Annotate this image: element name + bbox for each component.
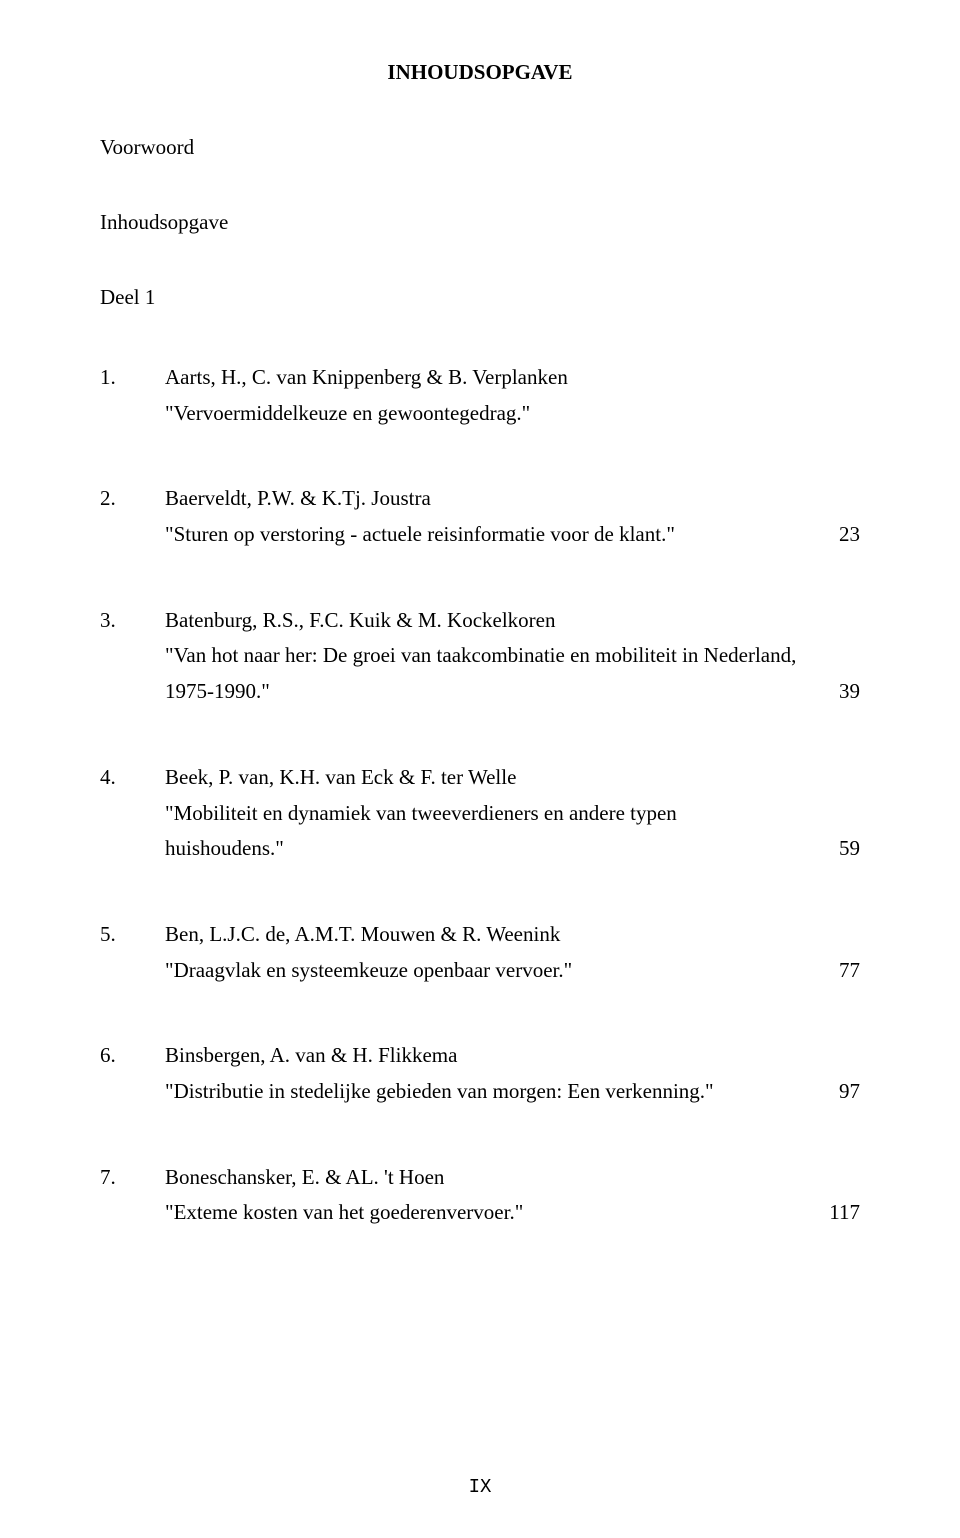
entry-number: 4.	[100, 760, 165, 867]
entry-paper: "Exteme kosten van het goederenvervoer."	[165, 1200, 523, 1224]
preface-label: Voorwoord	[100, 135, 860, 160]
entry-number: 6.	[100, 1038, 165, 1109]
page-number: IX	[0, 1476, 960, 1498]
part-label: Deel 1	[100, 285, 860, 310]
entry-authors: Batenburg, R.S., F.C. Kuik & M. Kockelko…	[165, 608, 556, 632]
entry-paper: "Vervoermiddelkeuze en gewoontegedrag."	[165, 401, 530, 425]
entry-number: 3.	[100, 603, 165, 710]
entry-authors: Boneschansker, E. & AL. 't Hoen	[165, 1165, 444, 1189]
toc-entry: 5. Ben, L.J.C. de, A.M.T. Mouwen & R. We…	[100, 917, 860, 988]
entry-text: Boneschansker, E. & AL. 't Hoen "Exteme …	[165, 1160, 800, 1231]
entry-authors: Ben, L.J.C. de, A.M.T. Mouwen & R. Weeni…	[165, 922, 560, 946]
entry-number: 1.	[100, 360, 165, 431]
toc-entry: 3. Batenburg, R.S., F.C. Kuik & M. Kocke…	[100, 603, 860, 710]
entry-page: 59	[800, 831, 860, 867]
entry-paper: "Sturen op verstoring - actuele reisinfo…	[165, 522, 675, 546]
entry-number: 7.	[100, 1160, 165, 1231]
toc-entry: 7. Boneschansker, E. & AL. 't Hoen "Exte…	[100, 1160, 860, 1231]
entry-text: Beek, P. van, K.H. van Eck & F. ter Well…	[165, 760, 800, 867]
entry-page: 39	[800, 674, 860, 710]
toc-entry: 6. Binsbergen, A. van & H. Flikkema "Dis…	[100, 1038, 860, 1109]
entry-text: Baerveldt, P.W. & K.Tj. Joustra "Sturen …	[165, 481, 800, 552]
toc-entry: 4. Beek, P. van, K.H. van Eck & F. ter W…	[100, 760, 860, 867]
entry-paper: "Mobiliteit en dynamiek van tweeverdiene…	[165, 801, 677, 861]
toc-label: Inhoudsopgave	[100, 210, 860, 235]
entry-authors: Aarts, H., C. van Knippenberg & B. Verpl…	[165, 365, 568, 389]
entry-text: Aarts, H., C. van Knippenberg & B. Verpl…	[165, 360, 800, 431]
entry-page: 117	[800, 1195, 860, 1231]
page-title: INHOUDSOPGAVE	[100, 60, 860, 85]
entry-text: Batenburg, R.S., F.C. Kuik & M. Kockelko…	[165, 603, 800, 710]
entry-authors: Baerveldt, P.W. & K.Tj. Joustra	[165, 486, 431, 510]
entry-authors: Binsbergen, A. van & H. Flikkema	[165, 1043, 457, 1067]
entry-authors: Beek, P. van, K.H. van Eck & F. ter Well…	[165, 765, 516, 789]
entry-number: 2.	[100, 481, 165, 552]
entry-paper: "Draagvlak en systeemkeuze openbaar verv…	[165, 958, 572, 982]
entry-text: Ben, L.J.C. de, A.M.T. Mouwen & R. Weeni…	[165, 917, 800, 988]
toc-entry: 2. Baerveldt, P.W. & K.Tj. Joustra "Stur…	[100, 481, 860, 552]
entry-page: 77	[800, 953, 860, 989]
entry-page: 97	[800, 1074, 860, 1110]
toc-entry: 1. Aarts, H., C. van Knippenberg & B. Ve…	[100, 360, 860, 431]
entry-paper: "Van hot naar her: De groei van taakcomb…	[165, 643, 796, 703]
entry-page: 23	[800, 517, 860, 553]
entry-text: Binsbergen, A. van & H. Flikkema "Distri…	[165, 1038, 800, 1109]
entry-paper: "Distributie in stedelijke gebieden van …	[165, 1079, 714, 1103]
entry-number: 5.	[100, 917, 165, 988]
